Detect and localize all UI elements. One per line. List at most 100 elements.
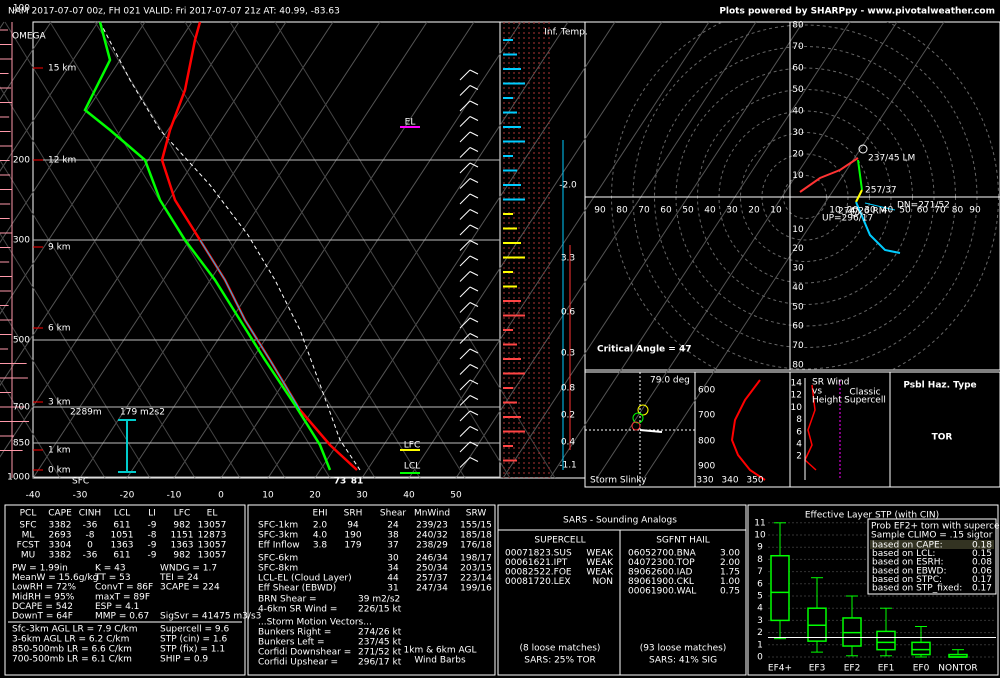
thermo-cell: -9 xyxy=(148,551,157,561)
barb-flag xyxy=(469,100,479,106)
stp-ytick: 6 xyxy=(757,579,763,589)
hodo-6-9km xyxy=(855,189,863,203)
eff-srh: 179 m2s2 xyxy=(120,408,165,418)
motion-row: Corfidi Downshear = xyxy=(258,648,351,658)
thermo-index: ConvT = 86F xyxy=(95,583,153,593)
hodo-ring-label: 40 xyxy=(792,283,804,293)
srwind-tick: 8 xyxy=(796,415,802,425)
kin-cell: 190 xyxy=(344,531,361,541)
srwind-tick: 4 xyxy=(796,440,802,450)
header-title: NAM 2017-07-07 00z, FH 021 VALID: Fri 20… xyxy=(8,7,340,17)
hodo-side-label: 30 xyxy=(726,206,738,216)
dry-adiabat xyxy=(49,21,331,479)
thermo-index: MMP = 0.67 xyxy=(95,612,149,622)
hodo-ring-label: 60 xyxy=(792,64,804,74)
sars-col-title: SUPERCELL xyxy=(534,536,585,546)
sars-match-type: WEAK xyxy=(586,568,614,578)
stp-plot xyxy=(768,518,997,658)
hodo-side-label: 40 xyxy=(882,206,894,216)
barb-flag xyxy=(469,379,479,385)
hodo-side-label: 40 xyxy=(704,206,716,216)
hodo-side-label: 70 xyxy=(638,206,650,216)
sars-col-title: SGFNT HAIL xyxy=(656,536,710,546)
stp-legend-box xyxy=(867,518,997,595)
hodo-ring-label: 70 xyxy=(792,341,804,351)
stp-ytick: 3 xyxy=(757,616,763,626)
barb-flag xyxy=(469,162,479,168)
sars-match-size: 3.00 xyxy=(720,549,740,559)
temp-label: 50 xyxy=(450,491,462,501)
skewt-grid xyxy=(0,21,945,479)
stp-box xyxy=(770,554,790,622)
hodo-side-label: 80 xyxy=(616,206,628,216)
isotherm xyxy=(79,21,381,479)
thermo-cell: -9 xyxy=(148,541,157,551)
isotherm xyxy=(361,21,663,479)
hodo-ring-label: 50 xyxy=(792,85,804,95)
barb-staff xyxy=(459,333,471,344)
omega-bars xyxy=(0,22,30,478)
thermo-header: CAPE xyxy=(48,509,72,519)
thermo-index: maxT = 89F xyxy=(95,592,150,602)
temp-label: 10 xyxy=(262,491,274,501)
barbs-note: 1km & 6km AGL xyxy=(404,646,477,656)
kin-cell: 30 xyxy=(387,554,399,564)
isotherm xyxy=(220,21,522,479)
hodo-lm: 237/45 LM xyxy=(868,154,915,164)
hodo-9-12km xyxy=(855,201,901,254)
stp-title: Effective Layer STP (with CIN) xyxy=(805,511,939,521)
hodo-ring-label: 10 xyxy=(792,225,804,235)
thermo-header: CINH xyxy=(79,509,101,519)
hazard-title: Psbl Haz. Type xyxy=(903,381,976,391)
stp-legend-value: 0.08 xyxy=(972,558,992,568)
kin-cell: 240/32 xyxy=(416,531,448,541)
barb-flag xyxy=(469,147,479,152)
srwind-title: SR Wind xyxy=(812,378,849,388)
thermo-index: TEI = 24 xyxy=(159,573,199,583)
slinky-tilt xyxy=(639,429,663,433)
barb-staff xyxy=(459,209,471,220)
kin-cell: 239/23 xyxy=(416,521,448,531)
sars-match: 00061621.IPT xyxy=(505,558,568,568)
barbs-note: Wind Barbs xyxy=(414,656,466,666)
thermo-cell: -36 xyxy=(83,551,98,561)
header-credit: Plots powered by SHARPpy - www.pivotalwe… xyxy=(719,7,995,17)
kin-cell: 176/18 xyxy=(460,541,492,551)
sars-match: 06052700.BNA xyxy=(628,549,697,559)
parcel-trace xyxy=(99,21,361,471)
hodo-side-label: 90 xyxy=(594,206,606,216)
sars-match: 00071823.SUS xyxy=(505,549,572,559)
slinky-ring xyxy=(632,412,644,424)
sars-match: 89061900.CKL xyxy=(628,577,694,587)
dry-adiabat xyxy=(184,21,466,479)
dry-adiabat xyxy=(4,21,286,479)
temp-label: -20 xyxy=(120,491,135,501)
height-label: 9 km xyxy=(48,243,71,253)
temp-label: -10 xyxy=(167,491,182,501)
el-label: EL xyxy=(405,118,416,128)
barb-flag xyxy=(469,348,479,354)
thetae-trace xyxy=(730,379,766,481)
temp-label: -40 xyxy=(26,491,41,501)
stp-legend-label: based on STP_fixed: xyxy=(872,584,962,594)
height-label: 3 km xyxy=(48,398,71,408)
stp-category: EF0 xyxy=(913,664,930,674)
kin-extra: 4-6km SR Wind = xyxy=(258,605,337,615)
srwind-note: Classic xyxy=(849,388,880,398)
isotherm xyxy=(173,21,475,479)
thermo-cell: SFC xyxy=(19,521,36,531)
thermo-cell: 13057 xyxy=(198,541,227,551)
pressure-label: 300 xyxy=(13,236,30,246)
srwind-title: vs xyxy=(812,387,822,397)
sars-loose: (93 loose matches) xyxy=(640,644,727,654)
kin-cell: 185/18 xyxy=(460,531,492,541)
inf-value: 0.8 xyxy=(561,384,576,394)
srwind-tick: 14 xyxy=(791,379,803,389)
stp-legend-label: based on CAPE: xyxy=(872,541,943,551)
isotherm xyxy=(0,21,240,387)
thermo-index: K = 43 xyxy=(95,564,126,574)
barb-staff xyxy=(459,426,471,437)
dewpoint-trace xyxy=(83,21,332,471)
sars-prob: SARS: 41% SIG xyxy=(649,656,717,666)
barb-staff xyxy=(459,178,471,189)
